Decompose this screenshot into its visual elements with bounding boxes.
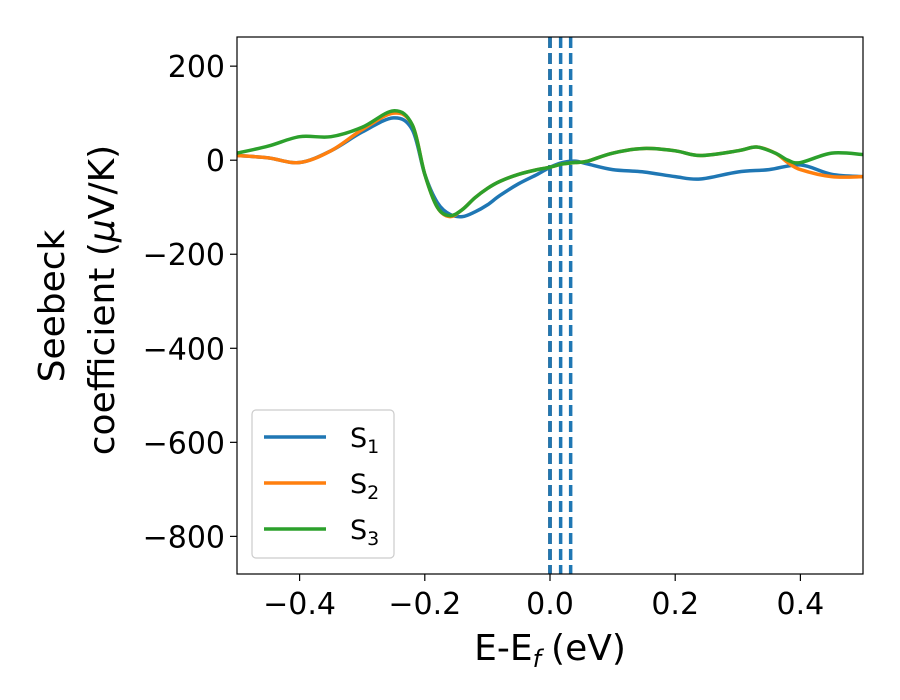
y-tick-label: −800 [143, 520, 225, 555]
y-axis-label-line2: coefficient (μV/K) [82, 145, 123, 455]
x-tick-label: −0.2 [388, 587, 461, 622]
legend-label-s3: S3 [350, 515, 379, 550]
x-axis-label-unit: (eV) [551, 628, 626, 669]
y-axis-label: Seebeck coefficient (μV/K) [32, 145, 123, 455]
x-tick-label: 0.4 [777, 587, 825, 622]
legend-label-s1: S1 [350, 423, 379, 458]
y-axis: 200 0 −200 −400 −600 −800 [143, 50, 237, 555]
y-tick-label: −200 [143, 238, 225, 273]
reference-lines [548, 37, 573, 574]
legend: S1 S2 S3 [251, 409, 395, 559]
y-tick-label: 200 [168, 50, 225, 85]
x-axis-label-main: E-E [474, 628, 532, 669]
y-tick-label: 0 [206, 144, 225, 179]
y-tick-label: −400 [143, 332, 225, 367]
series-line-s1 [237, 116, 863, 219]
x-axis: −0.4 −0.2 0.0 0.2 0.4 [263, 574, 824, 622]
x-tick-label: −0.4 [263, 587, 336, 622]
x-tick-label: 0.2 [651, 587, 699, 622]
y-axis-label-line1: Seebeck [32, 229, 73, 382]
x-tick-label: 0.0 [526, 587, 574, 622]
x-axis-label: E-Ef (eV) [474, 628, 626, 673]
y-tick-label: −600 [143, 426, 225, 461]
series-lines [237, 109, 863, 219]
legend-label-s2: S2 [350, 469, 379, 504]
series-line-s3 [237, 109, 863, 218]
